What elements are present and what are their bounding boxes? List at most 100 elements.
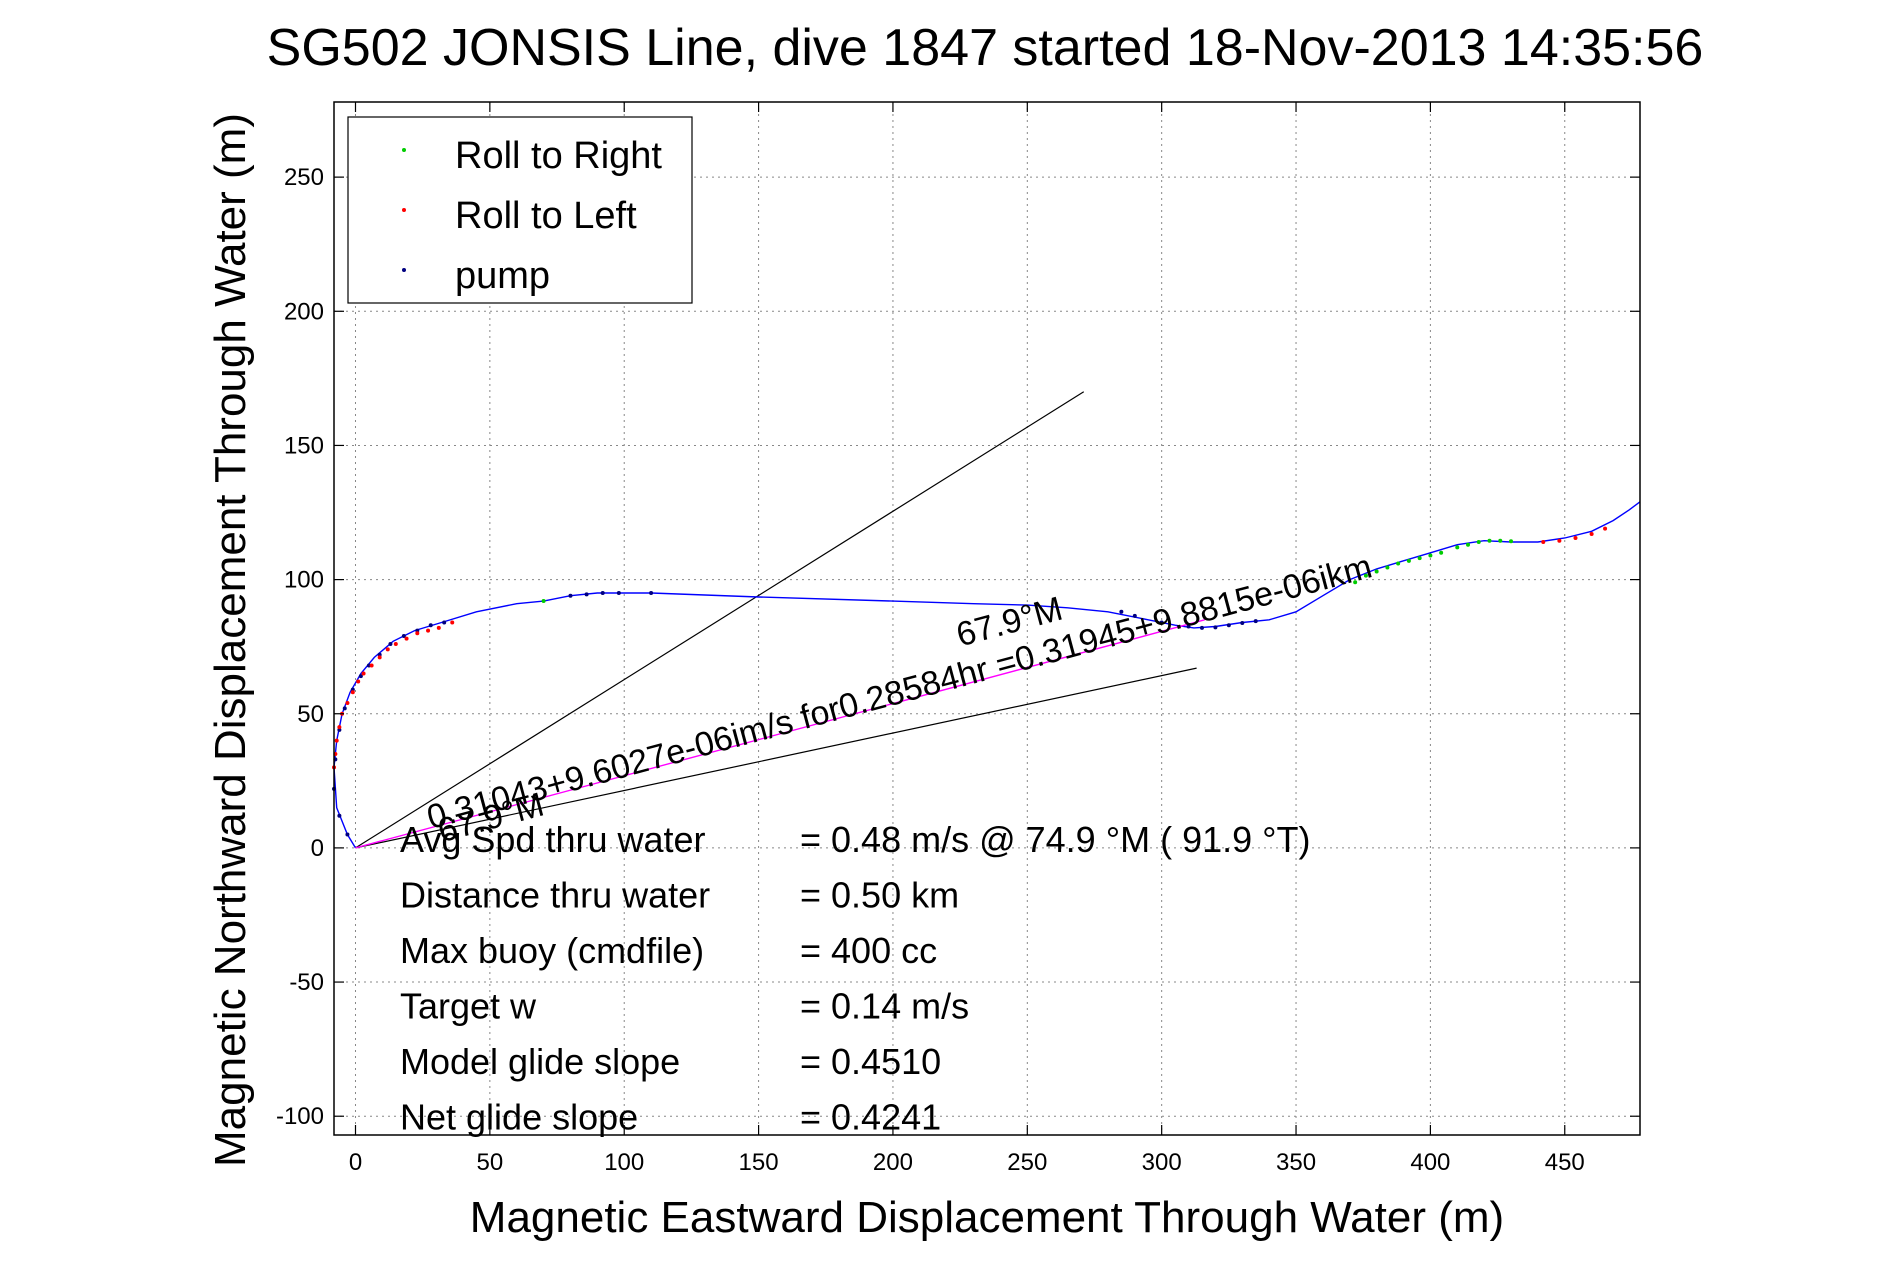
stat-value: = 0.4241 <box>800 1097 941 1138</box>
stat-label: Max buoy (cmdfile) <box>400 930 704 971</box>
x-tick-label: 150 <box>739 1149 779 1176</box>
roll-left-marker <box>415 631 420 636</box>
stat-value: = 0.48 m/s @ 74.9 °M ( 91.9 °T) <box>800 819 1311 860</box>
plot-frame <box>333 101 1641 1136</box>
y-tick-label: 50 <box>297 701 324 728</box>
stats-block: Avg Spd thru water = 0.48 m/s @ 74.9 °M (… <box>400 819 1311 1138</box>
stat-label: Avg Spd thru water <box>400 819 706 860</box>
x-tick-label: 250 <box>1007 1149 1047 1176</box>
y-tick-label: 200 <box>284 298 324 325</box>
roll-left-marker <box>1557 538 1562 543</box>
roll-left-marker <box>369 663 374 668</box>
pump-marker <box>1159 620 1164 625</box>
legend-marker <box>402 208 406 212</box>
roll-right-marker <box>1487 538 1492 543</box>
y-tick-label: 100 <box>284 567 324 594</box>
pump-marker <box>1199 625 1204 630</box>
legend: Roll to Right Roll to Left pump <box>347 116 693 304</box>
y-tick-label: 150 <box>284 432 324 459</box>
stat-value: = 0.14 m/s <box>800 986 969 1027</box>
x-axis-ticks: 0 50 100 150 200 250 300 350 400 450 <box>349 102 1585 1176</box>
roll-right-marker <box>541 599 546 604</box>
legend-marker <box>402 268 406 272</box>
roll-left-marker <box>426 628 431 633</box>
roll-left-marker <box>436 625 441 630</box>
roll-left-marker <box>377 655 382 660</box>
legend-label: pump <box>455 255 550 297</box>
annotation-label: 0.31043+9.6027e-06im/s for0.28584hr =0.3… <box>423 547 1376 836</box>
roll-left-marker <box>345 701 350 706</box>
pump-marker <box>1213 625 1218 630</box>
grid-layer <box>334 102 1640 1135</box>
annotation-layer: 0.31043+9.6027e-06im/s for0.28584hr =0.3… <box>423 547 1376 850</box>
x-tick-label: 400 <box>1410 1149 1450 1176</box>
roll-right-marker <box>1476 540 1481 545</box>
pump-marker <box>1253 619 1258 624</box>
roll-right-marker <box>1466 542 1471 547</box>
roll-left-marker <box>356 679 361 684</box>
roll-left-marker <box>393 641 398 646</box>
roll-left-marker <box>361 671 366 676</box>
legend-marker <box>402 148 406 152</box>
roll-left-marker <box>334 738 339 743</box>
roll-right-marker <box>1385 565 1390 570</box>
x-axis-label: Magnetic Eastward Displacement Through W… <box>470 1193 1504 1242</box>
x-tick-label: 50 <box>477 1149 504 1176</box>
pump-marker <box>358 674 363 679</box>
x-tick-label: 100 <box>604 1149 644 1176</box>
roll-right-marker <box>1417 556 1422 561</box>
pump-marker <box>584 592 589 597</box>
pump-marker <box>1132 613 1137 618</box>
roll-left-marker <box>1589 531 1594 536</box>
reference-line <box>355 667 1197 849</box>
roll-right-marker <box>1455 545 1460 550</box>
pump-marker <box>342 706 347 711</box>
roll-right-marker <box>1406 558 1411 563</box>
roll-right-marker <box>1363 573 1368 578</box>
legend-label: Roll to Left <box>455 195 637 237</box>
pump-marker <box>1226 623 1231 628</box>
y-tick-label: 0 <box>311 835 324 862</box>
pump-marker <box>401 633 406 638</box>
pump-marker <box>568 593 573 598</box>
stat-value: = 0.4510 <box>800 1041 941 1082</box>
pump-marker <box>345 832 350 837</box>
chart-title: SG502 JONSIS Line, dive 1847 started 18-… <box>267 19 1704 77</box>
stat-label: Target w <box>400 986 537 1027</box>
pump-marker <box>649 591 654 596</box>
roll-left-marker <box>1573 536 1578 541</box>
pump-marker <box>600 591 605 596</box>
y-tick-label: -50 <box>289 969 324 996</box>
stat-value: = 400 cc <box>800 930 937 971</box>
pump-marker <box>442 620 447 625</box>
roll-right-marker <box>1428 553 1433 558</box>
roll-right-marker <box>1374 569 1379 574</box>
reference-lines <box>355 391 1197 849</box>
pump-marker <box>1186 624 1191 629</box>
pump-marker <box>1240 621 1245 626</box>
roll-left-marker <box>450 620 455 625</box>
x-tick-label: 200 <box>873 1149 913 1176</box>
pump-marker <box>428 623 433 628</box>
roll-right-marker <box>1396 561 1401 566</box>
marker-layer <box>332 526 1608 837</box>
x-tick-label: 350 <box>1276 1149 1316 1176</box>
roll-left-marker <box>337 725 342 730</box>
y-tick-label: 250 <box>284 164 324 191</box>
y-tick-label: -100 <box>276 1103 324 1130</box>
roll-left-marker <box>350 690 355 695</box>
pump-marker <box>616 591 621 596</box>
x-tick-label: 450 <box>1545 1149 1585 1176</box>
reference-line <box>355 391 1085 849</box>
pump-marker <box>1119 609 1124 614</box>
roll-left-marker <box>385 647 390 652</box>
y-axis-label: Magnetic Northward Displacement Through … <box>206 113 255 1167</box>
pump-marker <box>388 641 393 646</box>
roll-right-marker <box>1509 539 1514 544</box>
roll-right-marker <box>1498 538 1503 543</box>
x-tick-label: 300 <box>1142 1149 1182 1176</box>
series-line <box>355 619 1205 849</box>
roll-left-marker <box>1541 540 1546 545</box>
stat-value: = 0.50 km <box>800 875 959 916</box>
stat-label: Distance thru water <box>400 875 710 916</box>
